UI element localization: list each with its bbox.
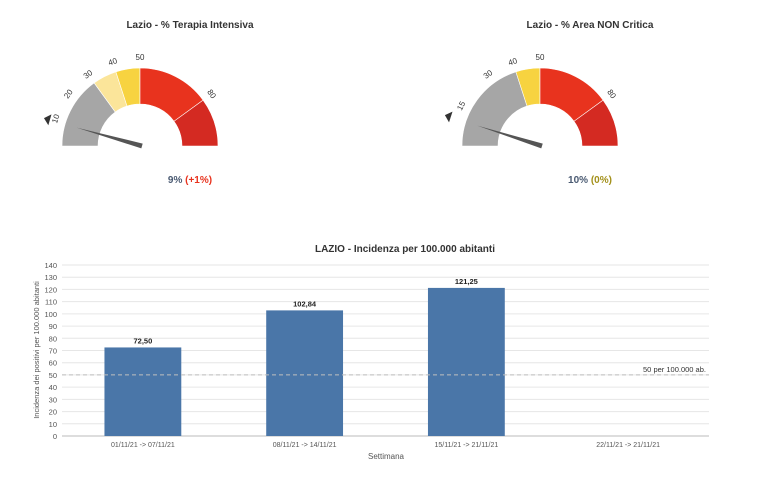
y-tick-label: 40 (49, 383, 57, 392)
gauge-dial: 10 20 30 40 50 80 (0, 0, 380, 200)
bar-value-label: 102,84 (293, 299, 317, 308)
gauge-value: 9% (168, 175, 182, 186)
y-tick-label: 140 (44, 261, 57, 270)
bar-value-label: 72,50 (133, 336, 152, 345)
gauge-tick-label: 80 (605, 88, 618, 101)
gauge-tick-label: 50 (536, 53, 545, 62)
gauge-delta: (+1%) (185, 175, 212, 186)
x-axis-label: Settimana (368, 452, 405, 461)
y-tick-label: 130 (44, 273, 57, 282)
chart-title: LAZIO - Incidenza per 100.000 abitanti (315, 244, 495, 255)
gauge-delta: (0%) (591, 175, 612, 186)
gauge-value-readout: 9% (+1%) (0, 175, 380, 186)
bar (266, 310, 343, 436)
gauge-tick-label: 20 (62, 87, 75, 100)
y-tick-label: 60 (49, 359, 57, 368)
y-tick-label: 120 (44, 285, 57, 294)
gauge-value: 10% (568, 175, 588, 186)
y-tick-label: 110 (45, 298, 57, 307)
reference-line-label: 50 per 100.000 ab. (643, 365, 706, 374)
gauge-tick-label: 30 (482, 68, 495, 81)
gauge-area-non-critica: Lazio - % Area NON Critica 15 30 40 50 80 10… (400, 0, 767, 200)
gauge-dial: 15 30 40 50 80 (400, 0, 767, 200)
y-tick-label: 90 (49, 322, 57, 331)
gauge-band (462, 72, 527, 146)
gauge-tick-label: 50 (136, 53, 145, 62)
y-tick-label: 70 (49, 347, 57, 356)
incidence-bar-chart: LAZIO - Incidenza per 100.000 abitanti 0… (0, 235, 767, 477)
x-tick-label: 08/11/21 -> 14/11/21 (273, 442, 337, 449)
gauge-tick-label: 15 (455, 99, 467, 112)
gauge-tick-label: 80 (205, 88, 218, 101)
bar (428, 288, 505, 436)
y-tick-label: 0 (53, 432, 57, 441)
gauge-tick-label: 30 (82, 68, 95, 81)
gauge-value-readout: 10% (0%) (400, 175, 767, 186)
y-tick-label: 80 (49, 334, 57, 343)
x-tick-label: 15/11/21 -> 21/11/21 (434, 442, 498, 449)
gauge-tick-label: 40 (507, 56, 519, 67)
y-tick-label: 100 (44, 310, 57, 319)
bar-value-label: 121,25 (455, 277, 478, 286)
gauge-tick-label: 10 (50, 113, 61, 125)
x-tick-label: 01/11/21 -> 07/11/21 (111, 442, 175, 449)
y-tick-label: 10 (49, 420, 57, 429)
y-tick-label: 30 (49, 395, 57, 404)
x-tick-label: 22/11/21 -> 21/11/21 (596, 442, 660, 449)
gauge-tick-label: 40 (107, 56, 119, 67)
y-tick-label: 50 (49, 371, 57, 380)
y-tick-label: 20 (49, 408, 57, 417)
y-axis-label: Incidenza dei positivi per 100.000 abita… (32, 281, 41, 419)
gauge-terapia-intensiva: Lazio - % Terapia Intensiva 10 20 30 40 50 80… (0, 0, 380, 200)
gauge-marker (445, 112, 453, 123)
bar (104, 347, 181, 436)
